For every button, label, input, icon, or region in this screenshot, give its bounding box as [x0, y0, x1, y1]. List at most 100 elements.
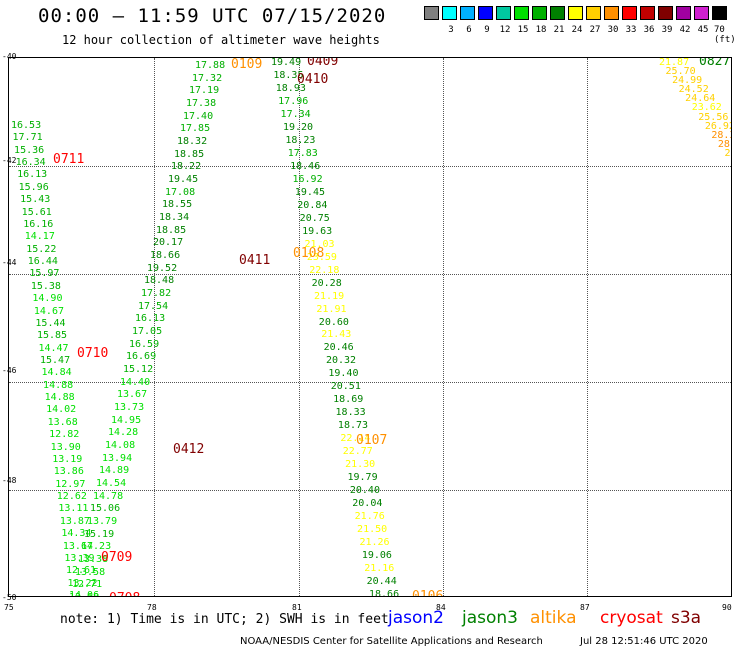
wave-height-reading: 20.51: [330, 381, 361, 393]
wave-height-reading: 18.85: [156, 224, 187, 236]
wave-height-reading: 17.05: [132, 326, 163, 337]
wave-height-reading: 18.32: [177, 136, 208, 147]
scale-swatch: [550, 6, 565, 20]
wave-height-reading: 21.43: [321, 329, 352, 341]
wave-height-reading: 18.35: [273, 69, 304, 81]
pass-time-label: 0107: [356, 433, 388, 448]
wave-height-reading: 21.03: [304, 238, 335, 250]
latitude-label: -44: [2, 258, 17, 267]
scale-swatch: [478, 6, 493, 20]
wave-height-reading: 13.94: [102, 452, 133, 464]
scale-swatch: [424, 6, 439, 20]
map-subtitle: 12 hour collection of altimeter wave hei…: [62, 33, 380, 47]
wave-height-reading: 21.76: [354, 511, 385, 523]
scale-tick-label: 9: [484, 25, 490, 35]
scale-tick-label: 3: [448, 25, 454, 35]
pass-time-label: 0710: [77, 346, 109, 361]
scale-swatch: [676, 6, 691, 20]
wave-height-reading: 19.79: [347, 472, 378, 484]
wave-height-reading: 18.22: [171, 161, 202, 173]
wave-height-reading: 15.47: [40, 355, 71, 366]
scale-swatch: [496, 6, 511, 20]
footer-note: note: 1) Time is in UTC; 2) SWH is in fe…: [60, 612, 389, 627]
wave-height-reading: 21.16: [364, 563, 395, 575]
pass-time-label: 0410: [297, 72, 329, 87]
wave-height-reading: 18.69: [333, 394, 364, 406]
wave-height-reading: 14.06: [69, 590, 100, 597]
longitude-label: 87: [580, 603, 590, 612]
wave-height-reading: 13.58: [75, 566, 106, 578]
wave-height-reading: 19.06: [361, 550, 392, 562]
wave-height-reading: 23.62: [691, 102, 722, 114]
wave-height-reading: 13.79: [87, 516, 118, 527]
wave-height-reading: 16.34: [15, 157, 46, 169]
wave-height-reading: 17.71: [12, 132, 43, 144]
wave-height-reading: 12.71: [72, 579, 103, 591]
wave-height-reading: 18.66: [369, 589, 400, 597]
wave-height-reading: 22.77: [342, 446, 373, 458]
scale-swatch: [532, 6, 547, 20]
wave-height-reading: 20.46: [323, 342, 354, 354]
wave-height-reading: 13.68: [69, 593, 99, 597]
wave-height-reading: 13.90: [50, 441, 81, 453]
wave-height-reading: 13.11: [58, 503, 89, 515]
legend-jason3: jason3: [462, 608, 518, 628]
wave-height-reading: 15.22: [26, 243, 57, 255]
wave-height-reading: 28.3: [717, 138, 731, 150]
latitude-gridline: [9, 490, 731, 491]
latitude-label: -48: [2, 476, 17, 485]
wave-height-reading: 14.28: [108, 427, 139, 439]
pass-time-label: 0109: [231, 57, 263, 72]
wave-height-reading: 18.23: [285, 134, 316, 146]
scale-swatch: [712, 6, 727, 20]
wave-height-reading: 19.63: [302, 225, 333, 237]
wave-height-reading: 15.43: [20, 194, 51, 206]
wave-height-reading: 15.19: [84, 528, 115, 540]
scale-swatch: [586, 6, 601, 20]
wave-height-reading: 24.64: [685, 93, 716, 105]
wave-height-reading: 14.78: [93, 490, 124, 502]
wave-height-reading: 14.47: [38, 342, 69, 354]
wave-height-reading: 19.40: [328, 368, 359, 380]
scale-tick-label: 12: [499, 25, 511, 35]
longitude-label: 78: [147, 603, 157, 612]
wave-height-reading: 20.28: [311, 277, 342, 289]
credit-text: NOAA/NESDIS Center for Satellite Applica…: [240, 636, 543, 647]
wave-height-reading: 12.82: [49, 429, 80, 441]
wave-height-reading: 15.06: [90, 503, 121, 515]
legend-s3a: s3a: [671, 608, 702, 628]
scale-swatch: [658, 6, 673, 20]
longitude-gridline: [587, 58, 588, 596]
scale-tick-label: 39: [661, 25, 673, 35]
wave-height-reading: 15.36: [14, 144, 45, 156]
scale-swatch: [460, 6, 475, 20]
wave-height-reading: 12.62: [56, 491, 87, 503]
legend-jason2: jason2: [388, 608, 444, 628]
wave-height-reading: 13.86: [53, 466, 84, 478]
wave-height-reading: 18.93: [275, 82, 306, 94]
wave-height-reading: 25.70: [665, 66, 696, 78]
wave-height-reading: 17.82: [141, 288, 172, 299]
scale-swatch: [604, 6, 619, 20]
pass-time-label: 0411: [239, 253, 271, 268]
wave-height-reading: 22.18: [309, 264, 340, 276]
wave-height-reading: 26.92: [704, 120, 732, 132]
wave-height-reading: 17.40: [183, 110, 214, 122]
wave-height-reading: 15.38: [30, 280, 61, 292]
wave-height-reading: 13.68: [47, 416, 78, 428]
latitude-label: -46: [2, 366, 17, 375]
wave-height-reading: 13.73: [114, 402, 145, 413]
wave-height-reading: 18.66: [150, 250, 181, 261]
wave-height-reading: 17.85: [180, 123, 211, 135]
pass-time-label: 0709: [101, 550, 133, 565]
wave-height-reading: 20.84: [297, 199, 328, 211]
wave-height-reading: 18.46: [290, 160, 321, 172]
wave-height-reading: 25.56: [698, 111, 729, 123]
latitude-gridline: [9, 274, 731, 275]
wave-height-reading: 16.92: [292, 173, 323, 185]
wave-height-reading: 15.85: [36, 330, 68, 342]
wave-height-reading: 16.53: [11, 120, 42, 131]
wave-height-reading: 25: [724, 147, 731, 159]
scale-swatch: [442, 6, 457, 20]
wave-height-reading: 14.88: [44, 392, 75, 404]
